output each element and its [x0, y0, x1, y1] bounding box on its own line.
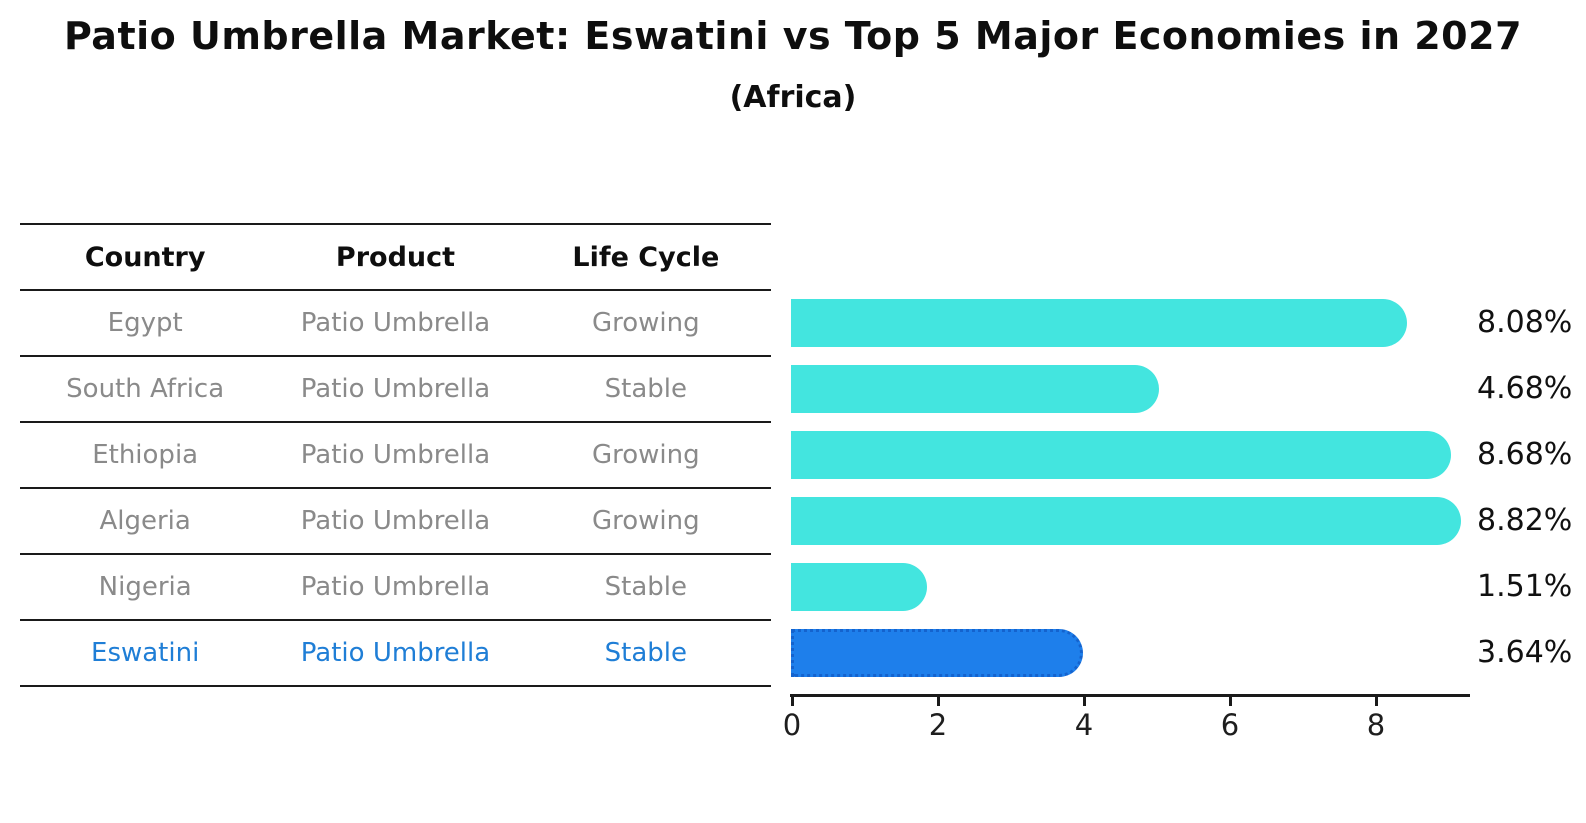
cell-country: Algeria — [99, 506, 191, 536]
x-axis-tick-label-8: 8 — [1366, 708, 1386, 742]
cell-life-cycle: Growing — [591, 440, 700, 470]
bar-egypt — [791, 299, 1407, 347]
x-axis-tick-label-0: 0 — [782, 708, 802, 742]
cell-life-cycle: Stable — [604, 374, 687, 404]
table-body: Egypt Patio Umbrella Growing South Africa Pa… — [20, 291, 771, 687]
cell-product: Patio Umbrella — [300, 572, 491, 602]
x-axis-tick-2 — [937, 697, 940, 706]
cell-product: Patio Umbrella — [300, 638, 491, 668]
x-axis-tick-8 — [1375, 697, 1378, 706]
value-label-algeria: 8.82% — [1477, 503, 1573, 538]
table-header-row: Country Product Life Cycle — [20, 225, 771, 291]
bar-nigeria — [791, 563, 927, 611]
cell-product: Patio Umbrella — [300, 506, 491, 536]
table-row-nigeria: Nigeria Patio Umbrella Stable — [20, 555, 771, 621]
value-label-south-africa: 4.68% — [1477, 371, 1573, 406]
x-axis-tick-label-6: 6 — [1220, 708, 1240, 742]
bar-eswatini — [791, 629, 1083, 677]
cell-country: Egypt — [107, 308, 183, 338]
cell-life-cycle: Growing — [591, 308, 700, 338]
x-axis-tick-6 — [1229, 697, 1232, 706]
x-axis-line — [790, 694, 1470, 697]
table-row-egypt: Egypt Patio Umbrella Growing — [20, 291, 771, 357]
value-label-nigeria: 1.51% — [1477, 569, 1573, 604]
column-header-country: Country — [84, 241, 206, 273]
cell-life-cycle: Stable — [604, 638, 687, 668]
cell-country: Nigeria — [98, 572, 192, 602]
chart-subtitle: (Africa) — [729, 80, 857, 115]
cell-product: Patio Umbrella — [300, 440, 491, 470]
chart-title: Patio Umbrella Market: Eswatini vs Top 5… — [63, 14, 1523, 58]
column-header-product: Product — [335, 241, 456, 273]
x-axis-tick-label-2: 2 — [928, 708, 948, 742]
cell-product: Patio Umbrella — [300, 374, 491, 404]
country-table: Country Product Life Cycle Egypt Patio Um… — [20, 223, 771, 687]
table-row-ethiopia: Ethiopia Patio Umbrella Growing — [20, 423, 771, 489]
value-label-egypt: 8.08% — [1477, 305, 1573, 340]
table-row-eswatini: Eswatini Patio Umbrella Stable — [20, 621, 771, 687]
bar-south-africa — [791, 365, 1159, 413]
cell-life-cycle: Growing — [591, 506, 700, 536]
x-axis-tick-4 — [1083, 697, 1086, 706]
x-axis-tick-label-4: 4 — [1074, 708, 1094, 742]
cell-life-cycle: Stable — [604, 572, 687, 602]
x-axis-tick-0 — [791, 697, 794, 706]
bar-algeria — [791, 497, 1461, 545]
table-row-algeria: Algeria Patio Umbrella Growing — [20, 489, 771, 555]
cell-country: Ethiopia — [92, 440, 199, 470]
cell-country: Eswatini — [91, 638, 200, 668]
cell-country: South Africa — [66, 374, 225, 404]
bar-ethiopia — [791, 431, 1451, 479]
column-header-life-cycle: Life Cycle — [572, 241, 720, 273]
cell-product: Patio Umbrella — [300, 308, 491, 338]
value-label-eswatini: 3.64% — [1477, 635, 1573, 670]
table-row-south-africa: South Africa Patio Umbrella Stable — [20, 357, 771, 423]
value-label-ethiopia: 8.68% — [1477, 437, 1573, 472]
